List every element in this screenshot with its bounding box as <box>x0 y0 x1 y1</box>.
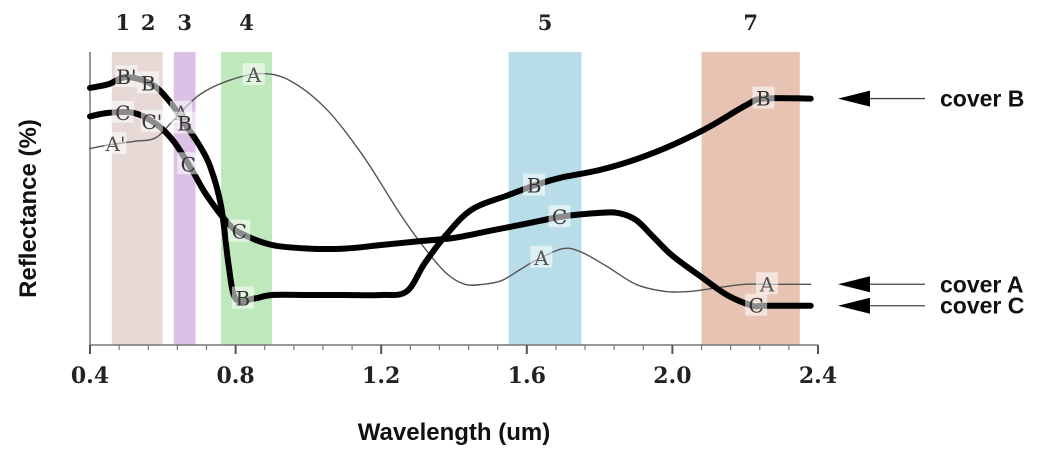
band-3 <box>173 52 196 345</box>
curve-letter-cover-a: A <box>759 272 775 296</box>
x-tick-label: 1.2 <box>362 363 400 389</box>
band-2 <box>133 52 163 345</box>
spectral-bands <box>111 52 800 345</box>
curve-letter-backdrop <box>140 109 163 132</box>
curve-letter-cover-a: A <box>246 63 262 87</box>
legend-label-cover-a: cover A <box>940 271 1024 297</box>
curve-letter-cover-a: A <box>533 246 549 270</box>
legend-label-cover-c: cover C <box>940 293 1024 319</box>
band-label-5: 5 <box>538 10 553 35</box>
curve-letter-cover-c: C <box>115 101 130 125</box>
x-tick-label: 2.4 <box>799 363 837 389</box>
curve-letter-backdrop <box>115 65 138 88</box>
legend-arrow-head <box>838 90 870 107</box>
curve-letter-backdrop <box>137 71 160 94</box>
curve-letter-cover-c: C <box>748 294 763 318</box>
curve-letter-backdrop <box>111 100 134 123</box>
axes <box>89 52 818 346</box>
curve-letter-backdrop <box>177 152 200 175</box>
curve-letter-backdrop <box>752 86 775 109</box>
band-label-4: 4 <box>239 10 254 35</box>
curve-letter-backdrop <box>756 272 779 295</box>
curve-letter-backdrop <box>548 205 571 228</box>
x-tick-label: 2.0 <box>653 363 691 389</box>
band-label-3: 3 <box>177 10 192 35</box>
curve-letter-backdrop <box>228 219 251 242</box>
x-tick-label: 1.6 <box>508 363 546 389</box>
curve-letter-backdrop <box>104 131 127 154</box>
curve-letter-cover-b: B' <box>116 65 136 89</box>
curve-letter-cover-b: B <box>236 287 251 311</box>
legend-label-cover-b: cover B <box>940 86 1024 112</box>
curve-letter-cover-b: B <box>141 71 156 95</box>
band-label-1: 1 <box>115 10 130 35</box>
x-tick-label: 0.8 <box>216 363 254 389</box>
curve-letter-cover-c: C' <box>141 110 162 134</box>
curve-letter-cover-c: C <box>232 220 247 244</box>
band-5 <box>508 52 582 345</box>
curve-letter-cover-a: A' <box>105 132 126 156</box>
curve-letter-backdrop <box>745 293 768 316</box>
curve-letter-backdrop <box>523 173 546 196</box>
legend-arrow-head <box>838 297 870 314</box>
curve-letter-backdrop <box>530 245 553 268</box>
x-tick-label: 0.4 <box>71 363 109 389</box>
curve-letter-backdrop <box>231 286 254 309</box>
legend-arrow-head <box>838 276 870 293</box>
curve-letter-cover-c: C <box>552 205 567 229</box>
curve-letter-cover-c: C <box>181 152 196 176</box>
curve-letter-backdrop <box>242 63 265 86</box>
y-axis-title: Reflectance (%) <box>15 119 42 298</box>
curve-letter-cover-b: B <box>527 174 542 198</box>
x-ticks: 0.4 0.8 1.2 1.6 2.0 2.4 <box>71 345 837 389</box>
curve-letter-backdrop <box>173 111 196 134</box>
x-axis-title: Wavelength (um) <box>358 419 550 446</box>
band-label-7: 7 <box>743 10 758 35</box>
band-label-2: 2 <box>141 10 156 35</box>
curve-letter-cover-b: B <box>177 112 192 136</box>
curve-letter-cover-b: B <box>756 87 771 111</box>
band-1 <box>111 52 134 345</box>
